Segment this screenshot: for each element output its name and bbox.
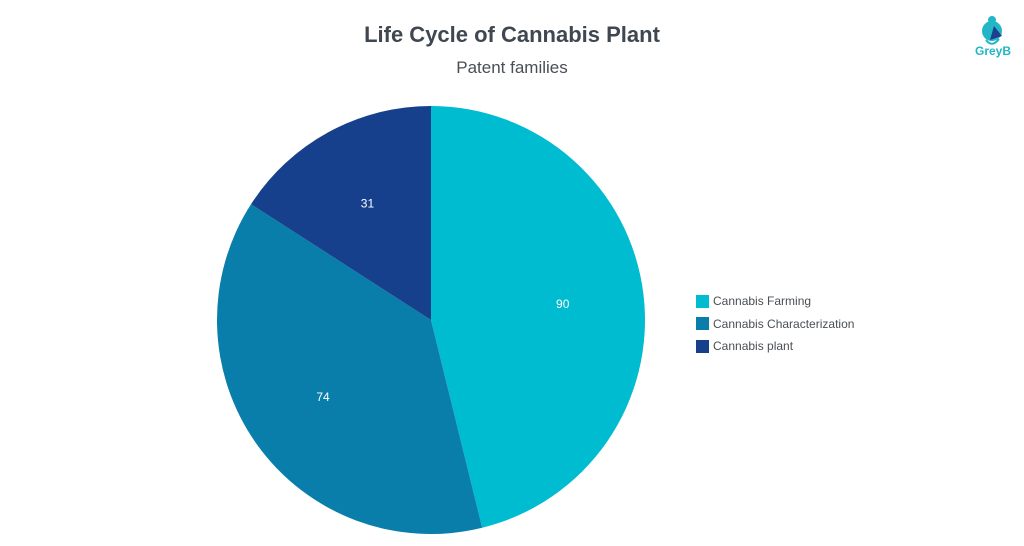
pie-slice-label-2: 31 — [361, 197, 375, 211]
legend-swatch — [696, 339, 709, 353]
pie-slice-label-1: 74 — [316, 390, 330, 404]
pie-slice-0[interactable] — [431, 106, 645, 528]
pie-slice-1[interactable] — [217, 204, 483, 534]
legend-label: Cannabis Characterization — [713, 316, 855, 331]
chart-title: Life Cycle of Cannabis Plant — [364, 22, 660, 47]
greyb-logo-text: GreyB — [974, 44, 1012, 58]
legend-swatch — [696, 294, 709, 308]
pie-slice-label-0: 90 — [556, 297, 570, 311]
legend-item-1[interactable]: Cannabis Characterization — [696, 313, 854, 336]
greyb-logo-icon — [982, 16, 1002, 45]
legend-item-2[interactable]: Cannabis plant — [696, 335, 854, 358]
chart-legend: Cannabis Farming Cannabis Characterizatio… — [696, 290, 854, 358]
legend-swatch — [696, 317, 709, 331]
chart-subtitle: Patent families — [456, 58, 568, 77]
legend-label: Cannabis Farming — [713, 294, 812, 309]
legend-item-0[interactable]: Cannabis Farming — [696, 290, 854, 313]
pie-slice-2[interactable] — [251, 106, 431, 320]
legend-label: Cannabis plant — [713, 339, 794, 354]
